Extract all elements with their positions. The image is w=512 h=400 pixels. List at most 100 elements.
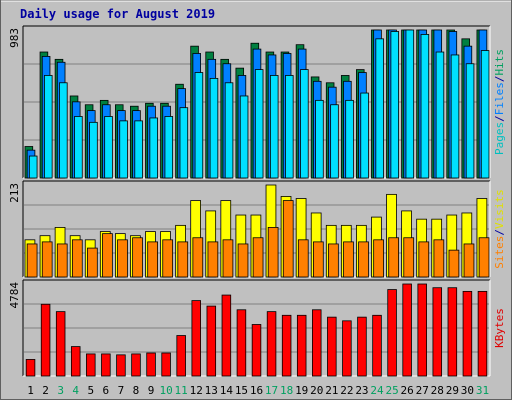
bar-pages (224, 82, 234, 179)
bar-sites (162, 239, 174, 278)
day-label: 21 (325, 384, 338, 397)
bar-pages (435, 51, 445, 179)
bar-pages (149, 117, 158, 179)
bar-sites (177, 241, 189, 278)
bar-sites (102, 233, 113, 278)
day-label: 22 (340, 384, 353, 397)
bar-sites (343, 241, 354, 278)
bar-kbytes (402, 283, 412, 377)
day-label: 28 (431, 384, 444, 397)
bar-sites (41, 241, 53, 278)
bar-sites (463, 243, 475, 278)
chart-title: Daily usage for August 2019 (20, 7, 215, 21)
day-label: 23 (355, 384, 368, 397)
day-label: 15 (235, 384, 248, 397)
day-label: 30 (461, 384, 474, 397)
bar-sites (297, 239, 309, 278)
bar-kbytes (116, 354, 126, 377)
legend-separator: / (493, 115, 506, 122)
series-sites (26, 200, 490, 278)
bar-sites (328, 243, 339, 278)
bar-kbytes (161, 352, 171, 377)
bar-kbytes (477, 290, 488, 377)
bar-sites (56, 243, 68, 278)
legend: Pages/Files/Hits (493, 49, 506, 155)
day-label: 31 (476, 384, 489, 397)
legend: KBytes (493, 308, 506, 348)
bar-sites (478, 237, 490, 278)
bar-sites (207, 241, 219, 278)
bar-sites (448, 249, 460, 278)
bar-pages (360, 92, 369, 179)
bar-kbytes (462, 290, 473, 377)
bar-kbytes (131, 353, 141, 377)
bar-sites (418, 241, 430, 278)
bar-pages (375, 38, 384, 179)
bar-pages (405, 29, 415, 179)
bar-pages (28, 155, 38, 179)
bar-kbytes (327, 316, 337, 377)
bar-kbytes (266, 311, 277, 377)
bar-kbytes (176, 335, 186, 377)
day-label: 5 (87, 384, 94, 397)
bar-pages (285, 75, 294, 179)
legend-separator: / (493, 229, 506, 236)
bar-kbytes (447, 287, 458, 377)
day-label: 1 (27, 384, 34, 397)
bar-pages (480, 50, 490, 179)
bar-sites (282, 200, 294, 278)
bar-kbytes (70, 346, 81, 377)
bar-sites (267, 227, 279, 278)
day-label: 27 (416, 384, 429, 397)
legend-item-kbytes: KBytes (493, 308, 506, 348)
bar-pages (89, 121, 98, 179)
bar-sites (71, 239, 83, 278)
bar-pages (300, 69, 309, 179)
bar-sites (147, 241, 158, 278)
bar-pages (420, 34, 430, 179)
series-kbytes (25, 283, 488, 377)
day-label: 24 (370, 384, 384, 397)
bar-pages (239, 95, 249, 179)
y-tick-label: 213 (8, 183, 21, 203)
bar-sites (192, 237, 204, 278)
day-label: 9 (148, 384, 155, 397)
day-label: 20 (310, 384, 323, 397)
bar-sites (388, 237, 400, 278)
bar-pages (74, 116, 83, 179)
bar-pages (330, 104, 339, 179)
bar-sites (373, 239, 384, 278)
chart-panels: 983Pages/Files/Hits213Sites/Visits4784KB… (8, 25, 506, 377)
day-label: 13 (205, 384, 218, 397)
day-label: 11 (175, 384, 188, 397)
bar-kbytes (251, 324, 262, 377)
bar-pages (194, 72, 204, 179)
bar-kbytes (296, 314, 307, 377)
bar-kbytes (55, 311, 66, 377)
day-label: 3 (57, 384, 64, 397)
bar-sites (222, 239, 234, 278)
bar-pages (44, 75, 53, 179)
day-label: 10 (159, 384, 172, 397)
day-label: 18 (280, 384, 293, 397)
bar-pages (119, 120, 128, 179)
day-label: 17 (265, 384, 278, 397)
legend-item-hits: Hits (493, 49, 506, 76)
series-pages (28, 29, 490, 179)
legend: Sites/Visits (493, 189, 506, 269)
bar-pages (450, 54, 460, 179)
day-label: 29 (446, 384, 459, 397)
bar-kbytes (281, 314, 292, 377)
day-labels: 1 2 3 4 5 6 7 8 9 10 11 12 13 14 15 16 17 18 19 20 21 22 23 24 2… (27, 384, 489, 397)
bar-kbytes (40, 303, 51, 377)
bar-sites (237, 243, 249, 278)
bar-kbytes (342, 320, 352, 377)
bar-sites (117, 239, 128, 278)
day-label: 14 (220, 384, 234, 397)
bar-kbytes (387, 289, 397, 377)
bar-kbytes (191, 300, 201, 377)
bar-kbytes (357, 316, 367, 377)
legend-item-visits: Visits (493, 189, 506, 229)
